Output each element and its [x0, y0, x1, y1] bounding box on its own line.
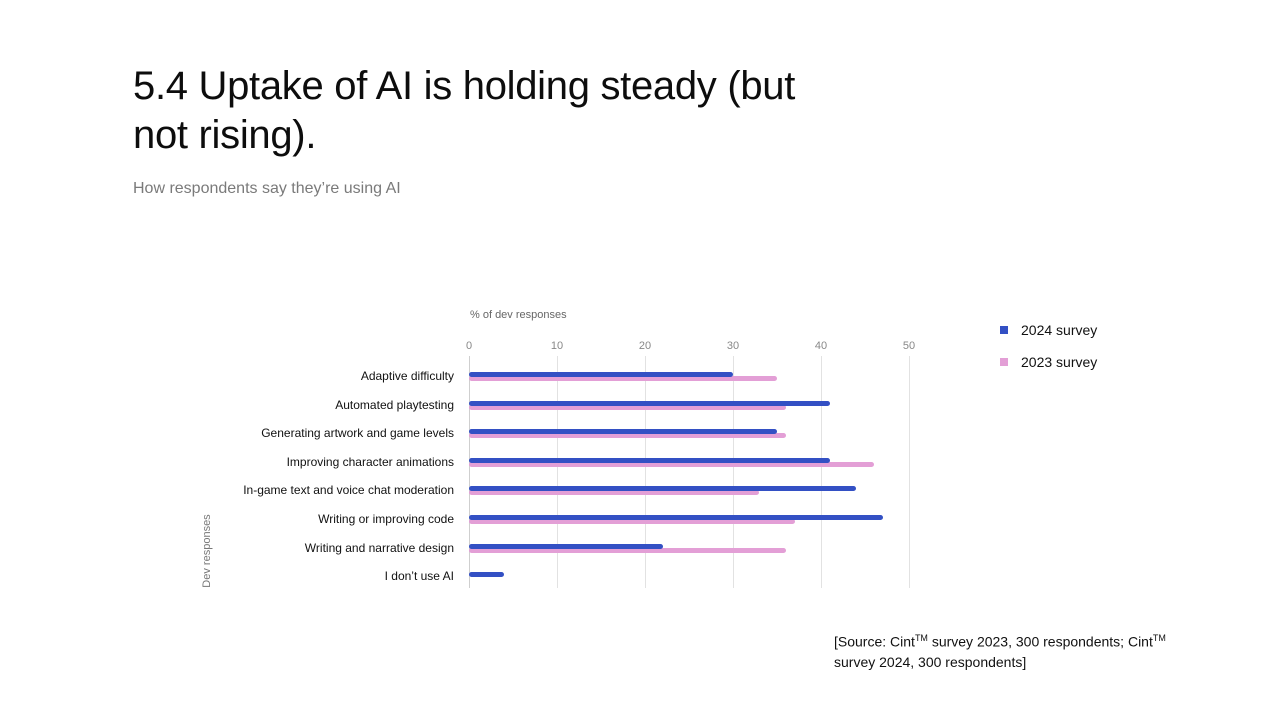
legend-swatch-2024 [1000, 326, 1008, 334]
source-note: [Source: CintTM survey 2023, 300 respond… [834, 628, 1194, 672]
chart-subtitle: How respondents say they’re using AI [133, 180, 401, 197]
gridline [469, 356, 470, 588]
category-label: Adaptive difficulty [360, 369, 454, 383]
legend-item-2024: 2024 survey [1000, 314, 1097, 346]
bar-2024-survey [469, 543, 663, 549]
x-tick-label: 40 [814, 340, 828, 352]
category-label: Generating artwork and game levels [261, 426, 454, 441]
bar-2023-survey [469, 404, 786, 410]
bar-2023-survey [469, 376, 777, 381]
bar-2024-survey [469, 457, 830, 463]
trademark: TM [1152, 633, 1166, 643]
source-text: survey 2024, 300 respondents] [834, 653, 1027, 670]
category-label: Writing or improving code [318, 512, 454, 526]
gridline [645, 356, 646, 588]
x-tick-label: 30 [726, 340, 740, 352]
bar-2023-survey [469, 461, 874, 467]
legend-label-2024: 2024 survey [1021, 322, 1098, 338]
bar-2024-survey [469, 515, 883, 520]
gridline [821, 356, 822, 588]
bar-2024-survey [469, 572, 505, 578]
source-text: [Source: Cint [834, 633, 915, 650]
legend-label-2023: 2023 survey [1021, 354, 1098, 370]
chart-plot-area: 0 10 20 30 40 50 [465, 340, 929, 590]
y-axis-title: Dev responses [201, 514, 213, 588]
bar-2024-survey [469, 372, 733, 377]
category-label: I don’t use AI [384, 569, 454, 584]
category-label: Writing and narrative design [304, 540, 454, 555]
page-title: 5.4 Uptake of AI is holding steady (but … [133, 64, 796, 157]
category-label: Improving character animations [286, 454, 454, 469]
x-tick-label: 0 [465, 340, 473, 352]
bar-2023-survey [469, 433, 786, 439]
bar-2024-survey [469, 429, 777, 435]
x-tick-label: 20 [638, 340, 652, 352]
source-text: survey 2023, 300 respondents; Cint [927, 633, 1153, 650]
gridline [733, 356, 734, 588]
trademark: TM [914, 633, 928, 643]
bar-2024-survey [469, 486, 857, 492]
legend-item-2023: 2023 survey [1000, 346, 1097, 378]
x-tick-label: 10 [550, 340, 564, 352]
bar-2023-survey [469, 547, 786, 553]
bar-2023-survey [469, 519, 795, 524]
bar-2023-survey [469, 490, 760, 496]
chart-legend: 2024 survey 2023 survey [1000, 314, 1097, 378]
category-label: Automated playtesting [335, 397, 454, 412]
category-label: In-game text and voice chat moderation [243, 483, 454, 498]
x-tick-label: 50 [902, 340, 916, 352]
x-axis-title: % of dev responses [470, 309, 567, 321]
gridline [557, 356, 558, 588]
bar-2024-survey [469, 400, 830, 406]
legend-swatch-2023 [1000, 358, 1008, 366]
gridline [909, 356, 910, 588]
